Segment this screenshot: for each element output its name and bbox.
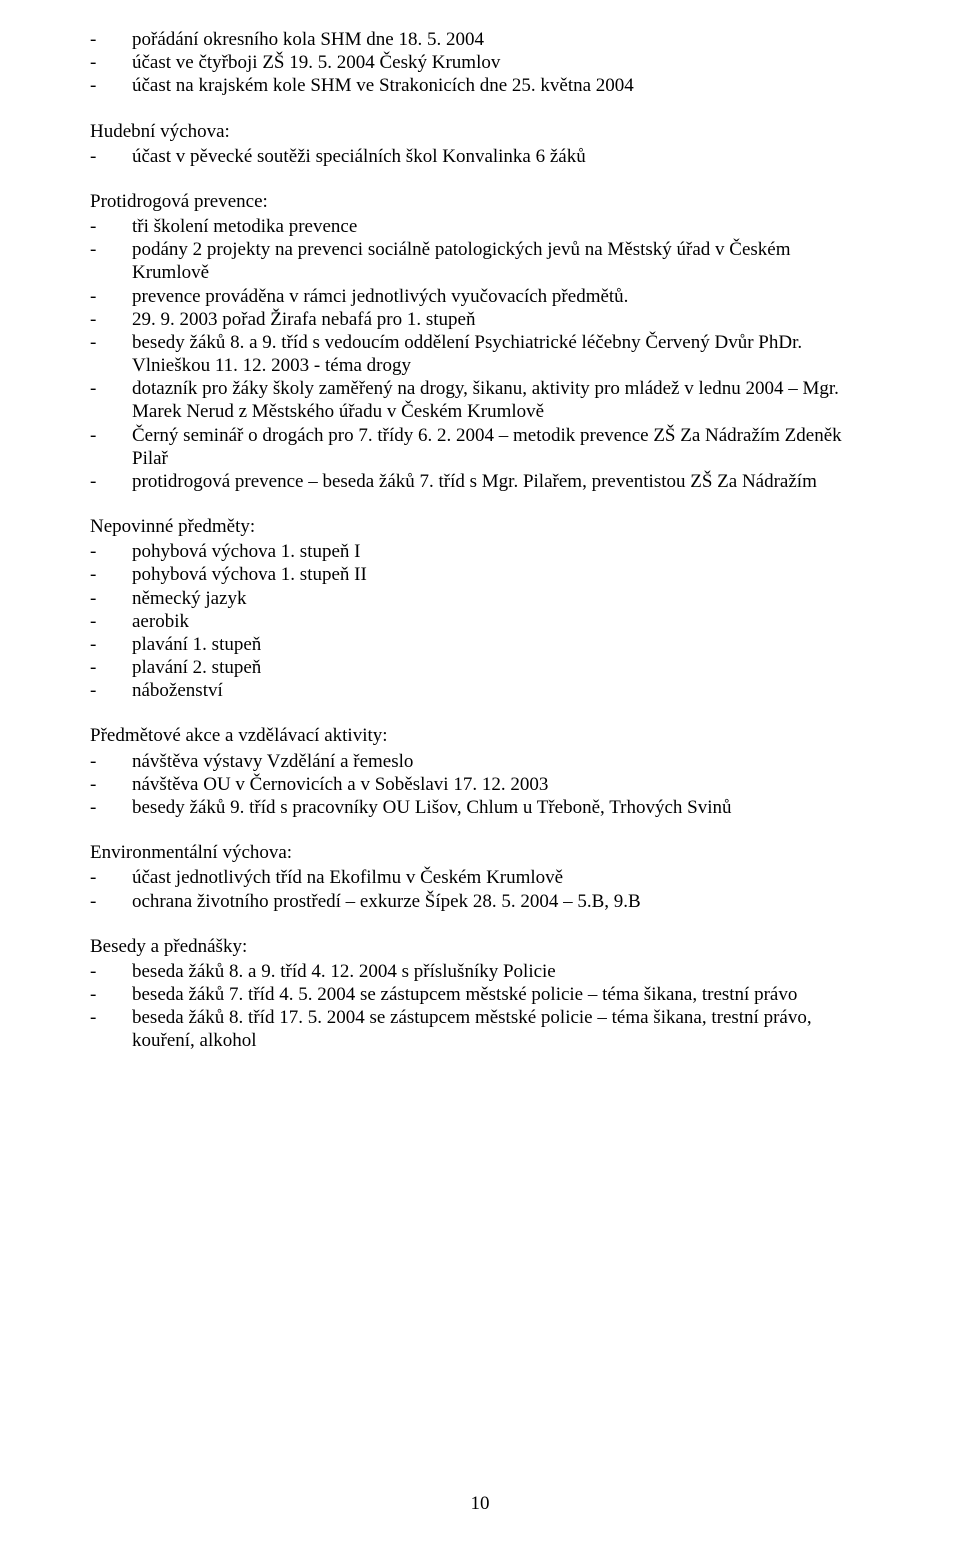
list-item: plavání 1. stupeň <box>90 633 870 656</box>
section-predmetove-akce: Předmětové akce a vzdělávací aktivity: n… <box>90 724 870 819</box>
list-item: účast jednotlivých tříd na Ekofilmu v Če… <box>90 866 870 889</box>
section-heading: Nepovinné předměty: <box>90 515 870 538</box>
section-heading: Environmentální výchova: <box>90 841 870 864</box>
list-item: návštěva OU v Černovicích a v Soběslavi … <box>90 773 870 796</box>
section-hudebni-vychova: Hudební výchova: účast v pěvecké soutěži… <box>90 120 870 168</box>
list-item: 29. 9. 2003 pořad Žirafa nebafá pro 1. s… <box>90 308 870 331</box>
intro-list: pořádání okresního kola SHM dne 18. 5. 2… <box>90 28 870 98</box>
section-heading: Protidrogová prevence: <box>90 190 870 213</box>
list-item: pohybová výchova 1. stupeň II <box>90 563 870 586</box>
list-item: pohybová výchova 1. stupeň I <box>90 540 870 563</box>
list-item: besedy žáků 9. tříd s pracovníky OU Lišo… <box>90 796 870 819</box>
section-heading: Hudební výchova: <box>90 120 870 143</box>
list-item: německý jazyk <box>90 587 870 610</box>
section-nepovinne-predmety: Nepovinné předměty: pohybová výchova 1. … <box>90 515 870 702</box>
section-environmentalni-vychova: Environmentální výchova: účast jednotliv… <box>90 841 870 913</box>
list-item: dotazník pro žáky školy zaměřený na drog… <box>90 377 870 423</box>
list-item: ochrana životního prostředí – exkurze Ší… <box>90 890 870 913</box>
page-number: 10 <box>0 1492 960 1515</box>
list-item: beseda žáků 7. tříd 4. 5. 2004 se zástup… <box>90 983 870 1006</box>
list-item: besedy žáků 8. a 9. tříd s vedoucím oddě… <box>90 331 870 377</box>
list-item: návštěva výstavy Vzdělání a řemeslo <box>90 750 870 773</box>
list-item: účast na krajském kole SHM ve Strakonicí… <box>90 74 870 97</box>
list-item: podány 2 projekty na prevenci sociálně p… <box>90 238 870 284</box>
section-heading: Besedy a přednášky: <box>90 935 870 958</box>
list-item: účast v pěvecké soutěži speciálních škol… <box>90 145 870 168</box>
section-heading: Předmětové akce a vzdělávací aktivity: <box>90 724 870 747</box>
list-item: aerobik <box>90 610 870 633</box>
section-besedy-prednasky: Besedy a přednášky: beseda žáků 8. a 9. … <box>90 935 870 1053</box>
list-item: beseda žáků 8. tříd 17. 5. 2004 se zástu… <box>90 1006 870 1052</box>
list-item: Černý seminář o drogách pro 7. třídy 6. … <box>90 424 870 470</box>
section-protidrogova-prevence: Protidrogová prevence: tři školení metod… <box>90 190 870 493</box>
list-item: beseda žáků 8. a 9. tříd 4. 12. 2004 s p… <box>90 960 870 983</box>
list-item: pořádání okresního kola SHM dne 18. 5. 2… <box>90 28 870 51</box>
list-item: náboženství <box>90 679 870 702</box>
list-item: účast ve čtyřboji ZŠ 19. 5. 2004 Český K… <box>90 51 870 74</box>
list-item: tři školení metodika prevence <box>90 215 870 238</box>
list-item: plavání 2. stupeň <box>90 656 870 679</box>
list-item: prevence prováděna v rámci jednotlivých … <box>90 285 870 308</box>
list-item: protidrogová prevence – beseda žáků 7. t… <box>90 470 870 493</box>
